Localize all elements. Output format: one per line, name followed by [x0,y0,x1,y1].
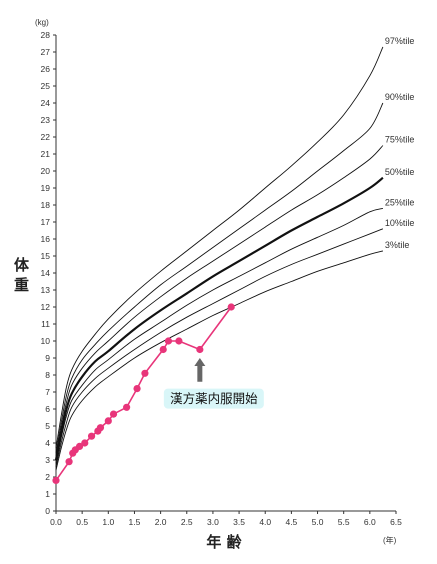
x-tick-label: 0.0 [50,517,62,527]
patient-point [109,410,118,418]
percentile-curve [55,46,384,449]
y-tick-label: 21 [41,149,51,159]
y-tick-label: 2 [45,472,50,482]
percentile-label: 3%tile [385,240,410,250]
patient-series [52,303,235,484]
x-tick-label: 1.0 [102,517,114,527]
y-axis-unit: (kg) [35,18,49,27]
percentile-label: 90%tile [385,92,415,102]
y-tick-label: 28 [41,30,51,40]
y-tick-label: 17 [41,217,51,227]
x-tick-label: 6.5 [390,517,402,527]
x-axis-unit: (年) [383,535,397,545]
percentile-curve [55,145,384,457]
percentile-curve [55,207,384,464]
y-tick-label: 18 [41,200,51,210]
patient-point [164,337,173,345]
y-tick-label: 12 [41,302,51,312]
x-tick-label: 2.5 [181,517,193,527]
y-tick-label: 10 [41,336,51,346]
patient-point [175,337,183,345]
patient-point [96,424,105,432]
y-tick-label: 25 [41,81,51,91]
x-tick-label: 5.0 [312,517,324,527]
patient-point [123,403,131,411]
x-tick-label: 1.5 [129,517,141,527]
percentile-curve [55,102,384,454]
x-tick-label: 0.5 [76,517,88,527]
x-tick-label: 3.5 [233,517,245,527]
y-axis-label-2: 重 [14,276,29,294]
y-tick-label: 0 [45,506,50,516]
patient-point [52,476,60,484]
percentile-label: 10%tile [385,218,415,228]
y-tick-label: 23 [41,115,51,125]
y-tick-label: 19 [41,183,51,193]
annotation-group: 漢方薬内服開始 [163,358,264,409]
y-tick-label: 5 [45,421,50,431]
percentile-label: 97%tile [385,36,415,46]
percentile-labels: 97%tile 90%tile 75%tile 50%tile 25%tile 10%ti… [385,36,415,250]
y-tick-label: 11 [41,319,50,329]
y-tick-label: 22 [41,132,51,142]
y-tick-label: 4 [45,438,50,448]
annotation-text: 漢方薬内服開始 [170,391,258,406]
percentile-label: 25%tile [385,197,415,207]
percentile-label: 50%tile [385,167,415,177]
y-axis-label-1: 体 [14,256,30,274]
patient-point [133,385,141,393]
chart-axes [55,35,396,512]
percentile-curve [55,228,384,467]
y-tick-label: 20 [41,166,51,176]
y-tick-label: 13 [41,285,51,295]
patient-point [65,458,73,466]
x-axis-label: 年 齢 [206,533,242,551]
patient-point [141,369,149,377]
x-tick-label: 2.0 [155,517,167,527]
x-tick-label: 5.5 [338,517,350,527]
annotation-box [163,388,264,409]
y-tick-label: 14 [41,268,51,278]
y-tick-label: 9 [45,353,50,363]
x-tick-label: 4.5 [285,517,297,527]
x-tick-label: 3.0 [207,517,219,527]
y-tick-label: 8 [45,370,50,380]
y-tick-label: 6 [45,404,50,414]
patient-point [104,417,112,425]
up-arrow-icon [194,358,206,382]
percentile-label: 75%tile [385,135,415,145]
y-tick-label: 26 [41,64,51,74]
y-tick-label: 24 [41,98,51,108]
x-tick-label: 4.0 [259,517,271,527]
percentile-curves [54,46,384,471]
patient-point [81,439,89,447]
percentile-curve [54,176,384,461]
y-tick-label: 1 [45,489,50,499]
patient-point [159,345,167,354]
patient-point [196,345,204,354]
patient-point [75,442,84,450]
y-tick-label: 7 [45,387,50,397]
x-tick-label: 6.0 [364,517,376,527]
axis-ticks: 0123456789101112131415161718192021222324… [41,30,403,527]
y-tick-label: 15 [41,251,51,261]
y-tick-label: 27 [41,47,51,57]
patient-point [227,303,235,311]
percentile-curve [55,250,384,471]
y-tick-label: 16 [41,234,51,244]
y-tick-label: 3 [45,455,50,465]
patient-point [87,432,96,440]
